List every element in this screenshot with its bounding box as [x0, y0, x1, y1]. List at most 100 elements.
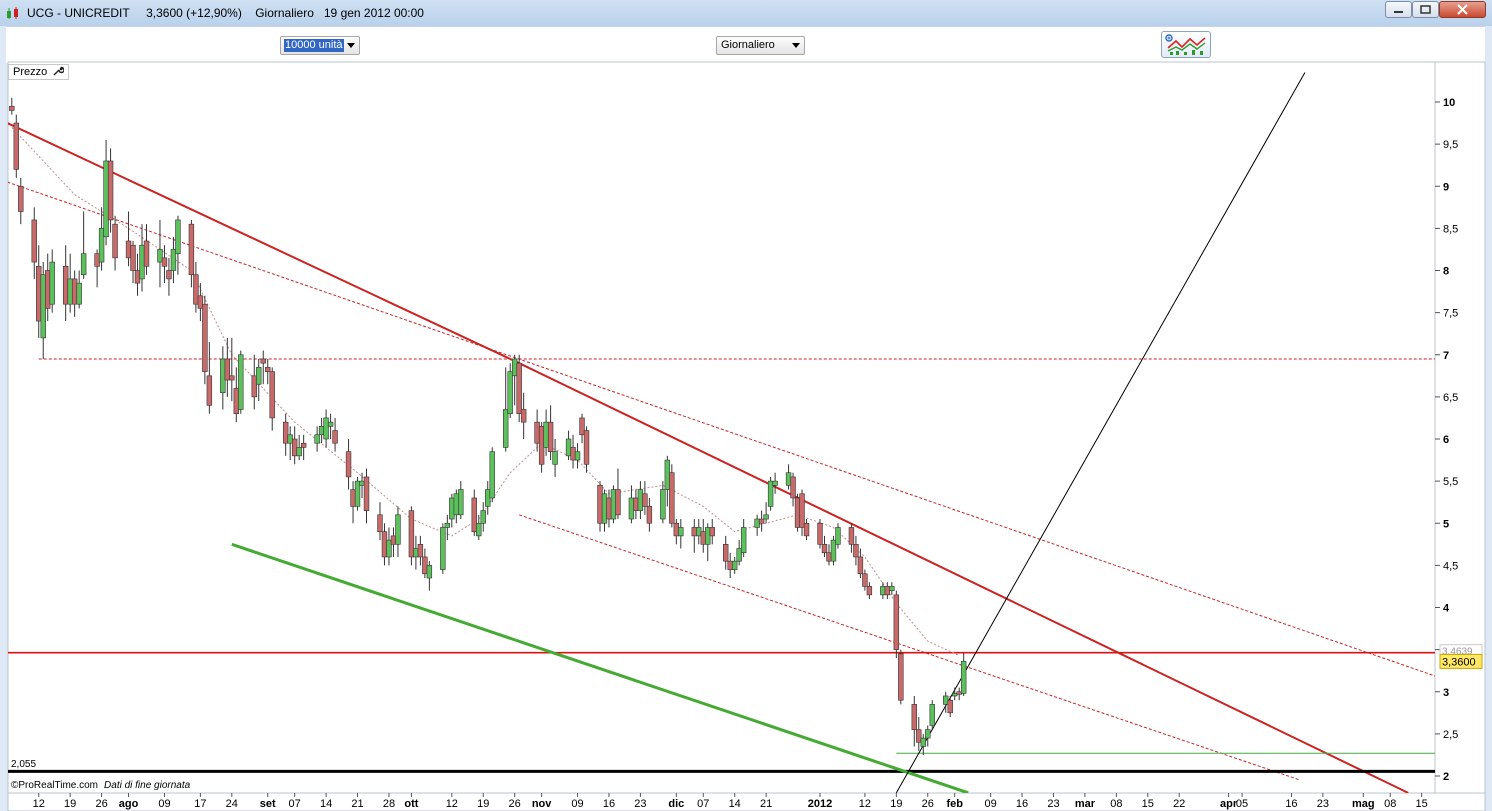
candle	[489, 447, 495, 503]
candle	[193, 262, 199, 313]
candle-body-down	[224, 358, 231, 381]
candle-body-down	[143, 240, 150, 267]
candle-body-up	[920, 737, 926, 747]
candle-body-up	[157, 249, 163, 263]
candle-body-down	[570, 447, 576, 461]
candle-body-up	[386, 539, 392, 558]
y-tick-label: 6,5	[1443, 392, 1458, 404]
trend-line	[8, 181, 1435, 677]
candle-body-down	[857, 556, 864, 575]
close-button[interactable]	[1439, 1, 1486, 18]
x-tick-label: 22	[1173, 798, 1185, 810]
candle-body-up	[785, 472, 792, 486]
candle-body-up	[705, 527, 711, 545]
candle	[444, 514, 451, 541]
candle-body-up	[511, 358, 518, 377]
indicators-chart-icon	[1165, 34, 1206, 55]
candle-body-down	[709, 527, 715, 537]
wrench-icon	[53, 66, 65, 76]
candle-body-up	[327, 421, 334, 427]
candle	[476, 514, 482, 541]
candle-body-up	[359, 480, 365, 486]
candle	[471, 489, 477, 536]
y-tick-label: 2,5	[1443, 729, 1458, 741]
candle	[229, 337, 235, 402]
candle	[265, 358, 271, 385]
candle	[107, 148, 114, 233]
candle-body-down	[817, 522, 823, 545]
minimize-button[interactable]	[1385, 1, 1412, 18]
candle	[76, 270, 82, 309]
units-select[interactable]: 10000 unità	[280, 36, 360, 55]
candle	[327, 413, 334, 439]
candle-body-down	[161, 257, 168, 267]
candle-body-up	[449, 497, 455, 520]
candle	[799, 489, 805, 536]
candle-body-up	[170, 249, 177, 271]
candle-body-down	[71, 278, 78, 305]
candle	[143, 224, 150, 275]
candle-body-down	[727, 560, 733, 570]
candle-body-down	[826, 552, 832, 562]
x-tick-label: 14	[729, 798, 741, 810]
candle	[130, 241, 136, 284]
plot-layer	[8, 72, 1435, 793]
candle	[98, 207, 105, 271]
candle	[947, 695, 953, 718]
candle-body-up	[678, 527, 684, 537]
x-tick-label: 19	[477, 798, 489, 810]
moving-average-line	[11, 126, 960, 656]
period-select[interactable]: Giornaliero	[716, 36, 805, 55]
candle	[642, 481, 648, 515]
price-panel-label[interactable]: Prezzo	[8, 64, 70, 80]
candle-body-up	[139, 244, 145, 280]
x-tick-label: set	[260, 798, 276, 810]
x-tick-label: 16	[1285, 798, 1297, 810]
x-tick-label: 28	[383, 798, 395, 810]
maximize-icon	[1420, 5, 1431, 14]
y-tick-label: 6	[1443, 434, 1449, 446]
candle-body-down	[112, 223, 118, 259]
candle-body-down	[583, 430, 590, 465]
candle	[256, 358, 262, 402]
candle	[269, 367, 275, 431]
candle-body-up	[660, 489, 666, 520]
x-tick-label: 14	[320, 798, 332, 810]
candle-body-up	[740, 527, 747, 554]
candle	[615, 468, 621, 520]
candle-body-down	[790, 476, 796, 499]
candle-body-down	[9, 105, 15, 111]
candle-body-up	[238, 354, 244, 410]
y-tick-label: 8	[1443, 266, 1449, 278]
candle-body-down	[233, 388, 239, 415]
candle	[188, 219, 195, 288]
x-tick-label: 19	[64, 798, 76, 810]
candle-body-down	[377, 514, 383, 532]
candle	[736, 540, 742, 566]
trend-line	[231, 542, 969, 793]
candle	[767, 476, 774, 511]
chevron-down-icon	[792, 43, 800, 48]
x-tick-label: 12	[33, 798, 45, 810]
candle	[893, 590, 900, 659]
candle-body-down	[193, 274, 199, 305]
indicators-button[interactable]	[1161, 31, 1211, 58]
candle-body-down	[799, 493, 805, 528]
x-tick-label: 2012	[808, 798, 832, 810]
candle-body-down	[166, 270, 172, 280]
x-tick-label: 23	[1317, 798, 1329, 810]
footer-copyright: ©ProRealTime.com	[11, 780, 99, 791]
candle-body-up	[507, 371, 513, 415]
maximize-button[interactable]	[1412, 1, 1439, 18]
candle-body-down	[646, 506, 653, 524]
candle	[354, 476, 361, 511]
candle-body-down	[417, 544, 424, 558]
candle-body-up	[323, 417, 329, 440]
candle-body-up	[835, 527, 841, 545]
candle-body-down	[911, 704, 917, 730]
candle	[898, 649, 904, 705]
candle-body-down	[13, 122, 19, 170]
candle	[835, 523, 841, 549]
candle	[238, 350, 244, 414]
candle	[516, 354, 522, 423]
